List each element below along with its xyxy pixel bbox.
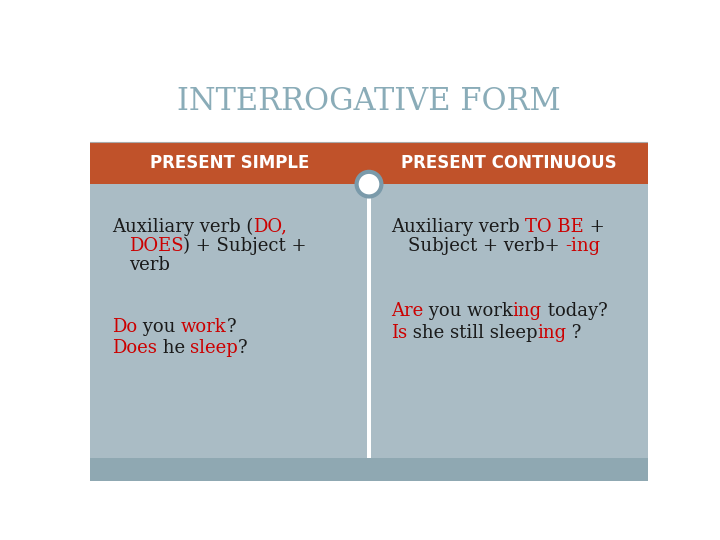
Text: Are: Are (391, 302, 423, 320)
Text: TO BE: TO BE (525, 218, 584, 235)
Text: verb: verb (129, 256, 170, 274)
Text: you: you (137, 318, 181, 335)
Text: he: he (156, 339, 191, 357)
Text: Do: Do (112, 318, 137, 335)
Bar (90, 142, 648, 184)
Text: ) + Subject +: ) + Subject + (184, 237, 307, 255)
Text: ing: ing (513, 302, 542, 320)
Text: she still sleep: she still sleep (407, 324, 537, 342)
Text: PRESENT CONTINUOUS: PRESENT CONTINUOUS (401, 154, 616, 172)
Text: PRESENT SIMPLE: PRESENT SIMPLE (150, 154, 309, 172)
Text: ?: ? (567, 324, 582, 342)
Text: DO,: DO, (253, 218, 287, 235)
Text: ?: ? (238, 339, 248, 357)
Text: DOES: DOES (129, 237, 184, 255)
Bar (90, 184, 367, 457)
Bar (90, 65, 648, 142)
Text: Is: Is (391, 324, 407, 342)
Text: INTERROGATIVE FORM: INTERROGATIVE FORM (177, 86, 561, 117)
Text: -ing: -ing (565, 237, 600, 255)
Circle shape (356, 172, 382, 197)
Text: sleep: sleep (191, 339, 238, 357)
Bar (90, 457, 648, 481)
Text: Auxiliary verb: Auxiliary verb (391, 218, 525, 235)
Text: today?: today? (542, 302, 608, 320)
Bar (371, 184, 648, 457)
Text: work: work (181, 318, 227, 335)
Text: ?: ? (227, 318, 236, 335)
Text: Auxiliary verb (: Auxiliary verb ( (112, 218, 253, 235)
Text: Does: Does (112, 339, 156, 357)
Text: ing: ing (537, 324, 567, 342)
Text: you work: you work (423, 302, 513, 320)
Text: Subject + verb+: Subject + verb+ (408, 237, 565, 255)
Text: +: + (584, 218, 605, 235)
